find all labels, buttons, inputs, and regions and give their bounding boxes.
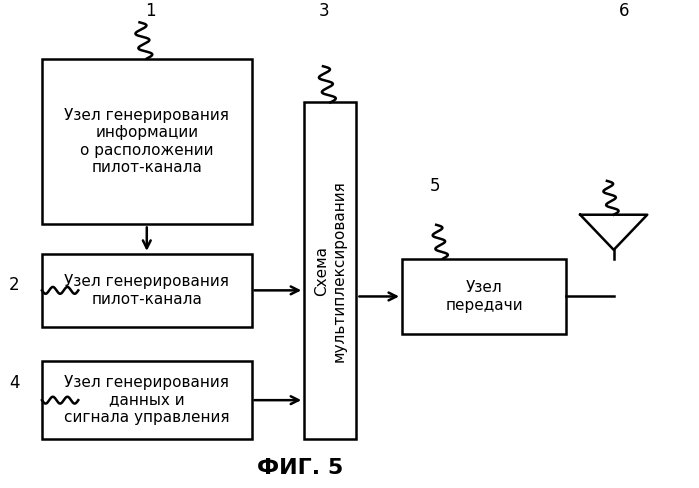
Text: 5: 5	[430, 177, 441, 195]
Text: Узел
передачи: Узел передачи	[445, 280, 523, 313]
Text: 4: 4	[9, 374, 20, 392]
FancyBboxPatch shape	[42, 254, 252, 327]
Text: 3: 3	[318, 2, 329, 20]
Text: ФИГ. 5: ФИГ. 5	[257, 458, 344, 478]
FancyBboxPatch shape	[42, 59, 252, 224]
Text: Узел генерирования
информации
о расположении
пилот-канала: Узел генерирования информации о располож…	[64, 108, 229, 175]
Text: Схема
мультиплексирования: Схема мультиплексирования	[314, 180, 347, 362]
Text: 1: 1	[145, 2, 156, 20]
FancyBboxPatch shape	[42, 361, 252, 439]
Text: 6: 6	[619, 2, 630, 20]
Text: 2: 2	[9, 277, 20, 294]
Text: Узел генерирования
пилот-канала: Узел генерирования пилот-канала	[64, 274, 229, 306]
Text: Узел генерирования
данных и
сигнала управления: Узел генерирования данных и сигнала упра…	[64, 375, 229, 425]
FancyBboxPatch shape	[402, 259, 566, 334]
FancyBboxPatch shape	[304, 102, 356, 439]
